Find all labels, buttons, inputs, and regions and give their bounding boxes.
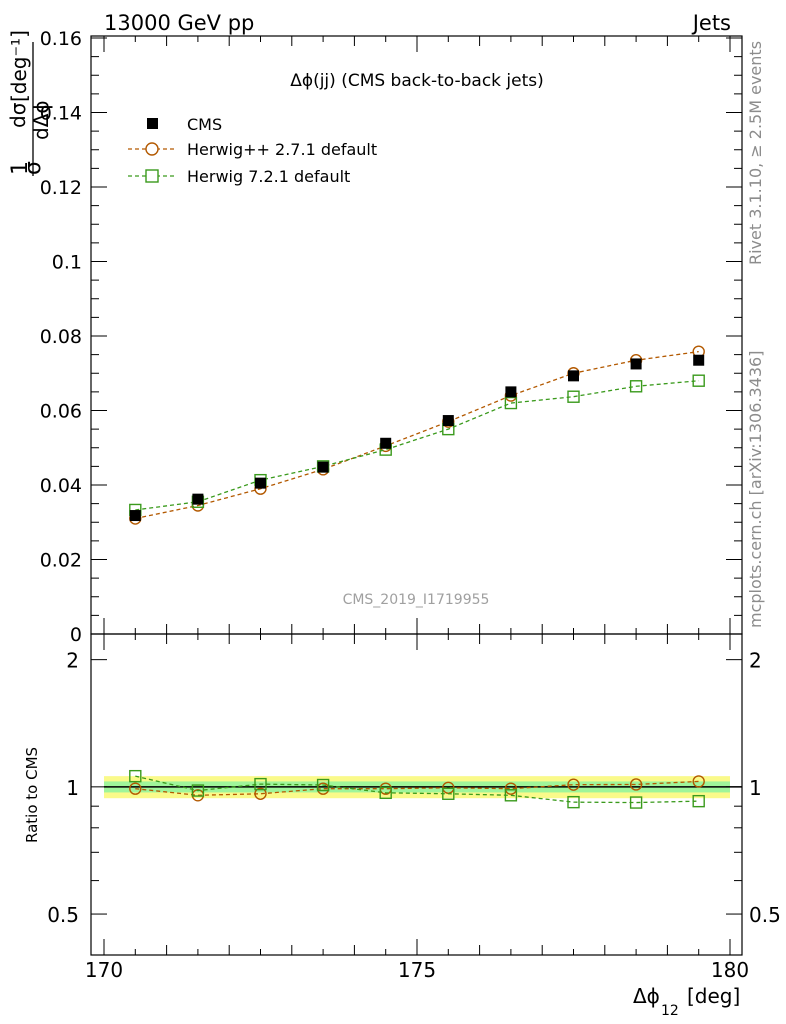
main-x-ticks <box>103 36 731 634</box>
ratio-point <box>692 794 705 808</box>
ratio-y-tick-label: 2 <box>66 649 79 673</box>
ratio-point <box>504 789 518 802</box>
legend-label-cms: CMS <box>187 115 222 134</box>
ratio-point <box>629 778 643 791</box>
ratio-point <box>379 786 392 800</box>
energy-label: 13000 GeV pp <box>104 11 254 35</box>
legend-marker-cms <box>147 118 158 129</box>
rivet-label: Rivet 3.1.10, ≥ 2.5M events <box>746 41 765 265</box>
ratio-point <box>316 778 330 792</box>
x-tick-label: 170 <box>85 958 123 982</box>
ylabel-dphi: dΔϕ <box>29 100 53 140</box>
series-1 <box>129 345 705 525</box>
data-point <box>504 396 518 410</box>
main-y-tick-label: 0.08 <box>40 326 82 348</box>
main-series-layer <box>129 345 705 525</box>
main-y-tick-label: 0.02 <box>40 550 82 572</box>
series-line <box>135 380 699 511</box>
ratio-point <box>567 795 580 809</box>
legend-item-cms: CMS <box>147 115 222 134</box>
ratio-point <box>442 787 455 800</box>
ratio-x-axis: 170 175 180 <box>85 634 749 982</box>
legend-item-herwig7: Herwig 7.2.1 default <box>128 167 350 186</box>
data-point <box>192 493 204 505</box>
ratio-point <box>254 787 267 800</box>
legend-label-herwig7: Herwig 7.2.1 default <box>187 167 350 186</box>
series-line <box>135 351 699 520</box>
x-tick-label: 180 <box>711 958 749 982</box>
main-y-tick-label: 0 <box>70 624 82 646</box>
series-2 <box>129 374 705 517</box>
ylabel-numerator: 1 <box>8 161 33 175</box>
data-point <box>317 461 329 473</box>
data-point <box>567 390 580 403</box>
ratio-y-axis: 0.5 0.5 1 1 2 2 <box>47 649 781 956</box>
ratio-series-line <box>135 780 699 796</box>
ratio-y-tick-label: 0.5 <box>47 903 79 927</box>
data-point <box>255 477 266 489</box>
xlabel-subscript: 12 <box>661 1003 679 1019</box>
xlabel-dphi: Δϕ <box>633 984 660 1008</box>
ratio-point <box>254 777 267 791</box>
ratio-point <box>129 769 142 783</box>
ratio-point <box>692 775 705 788</box>
xlabel-unit: [deg] <box>687 984 740 1008</box>
ratio-series-line <box>135 775 699 804</box>
ratio-panel: 0.5 0.51 12 2 170 175 180 Ratio to CMS Δϕ 12 … <box>23 633 781 1019</box>
watermark: CMS_2019_I1719955 <box>343 592 490 608</box>
main-y-axis: 0 0.02 0.04 0.06 0.08 0.1 0.12 0.14 0.16 <box>40 28 742 646</box>
mcplots-label: mcplots.cern.ch [arXiv:1306.3436] <box>746 351 765 628</box>
main-y-tick-label: 0.14 <box>40 103 82 125</box>
main-y-tick-label: 0.04 <box>40 475 82 497</box>
process-label: Jets <box>691 11 731 35</box>
ratio-series-1 <box>129 769 705 809</box>
series-0 <box>129 354 705 522</box>
data-point <box>630 358 642 370</box>
legend-label-herwigpp: Herwig++ 2.7.1 default <box>187 140 377 159</box>
main-y-tick-label: 0.12 <box>40 177 82 199</box>
main-y-tick-label: 0.1 <box>52 252 82 274</box>
ratio-y-tick-label: 1 <box>66 776 79 800</box>
x-tick-label: 175 <box>398 958 436 982</box>
x-axis-label: Δϕ 12 [deg] <box>633 984 740 1019</box>
ratio-y-tick-label-right: 1 <box>749 776 762 800</box>
ylabel-dsigma: dσ <box>6 102 30 128</box>
ratio-y-axis-label: Ratio to CMS <box>23 747 41 843</box>
ratio-point <box>129 782 142 795</box>
legend-marker-herwig7 <box>145 169 159 183</box>
main-y-tick-label: 0.06 <box>40 401 82 423</box>
data-point <box>629 380 643 393</box>
ratio-point <box>567 778 580 791</box>
ratio-uncertainty-band <box>104 776 742 799</box>
data-point <box>693 354 705 366</box>
ratio-y-tick-label-right: 2 <box>749 649 762 673</box>
data-point <box>505 386 517 398</box>
data-point <box>380 437 392 449</box>
data-point <box>692 374 705 387</box>
data-point <box>568 370 579 382</box>
legend-item-herwigpp: Herwig++ 2.7.1 default <box>128 140 377 159</box>
main-panel: 0 0.02 0.04 0.06 0.08 0.1 0.12 0.14 0.16 Δϕ(jj) … <box>6 28 743 646</box>
ratio-point <box>629 796 643 809</box>
legend: CMS Herwig++ 2.7.1 default Herwig 7.2.1 … <box>128 115 377 186</box>
main-title: Δϕ(jj) (CMS back-to-back jets) <box>290 71 544 91</box>
ratio-series-layer <box>129 769 705 809</box>
ratio-point <box>504 782 518 795</box>
main-y-axis-label: 1 σ dσ dΔϕ [deg⁻¹] <box>6 30 53 176</box>
ratio-point <box>191 784 205 797</box>
ylabel-unit: [deg⁻¹] <box>7 30 31 102</box>
ratio-y-tick-label-right: 0.5 <box>749 903 781 927</box>
data-point <box>442 415 454 427</box>
data-point <box>129 510 141 522</box>
legend-marker-herwigpp <box>145 142 159 156</box>
main-y-tick-label: 0.16 <box>40 28 82 50</box>
